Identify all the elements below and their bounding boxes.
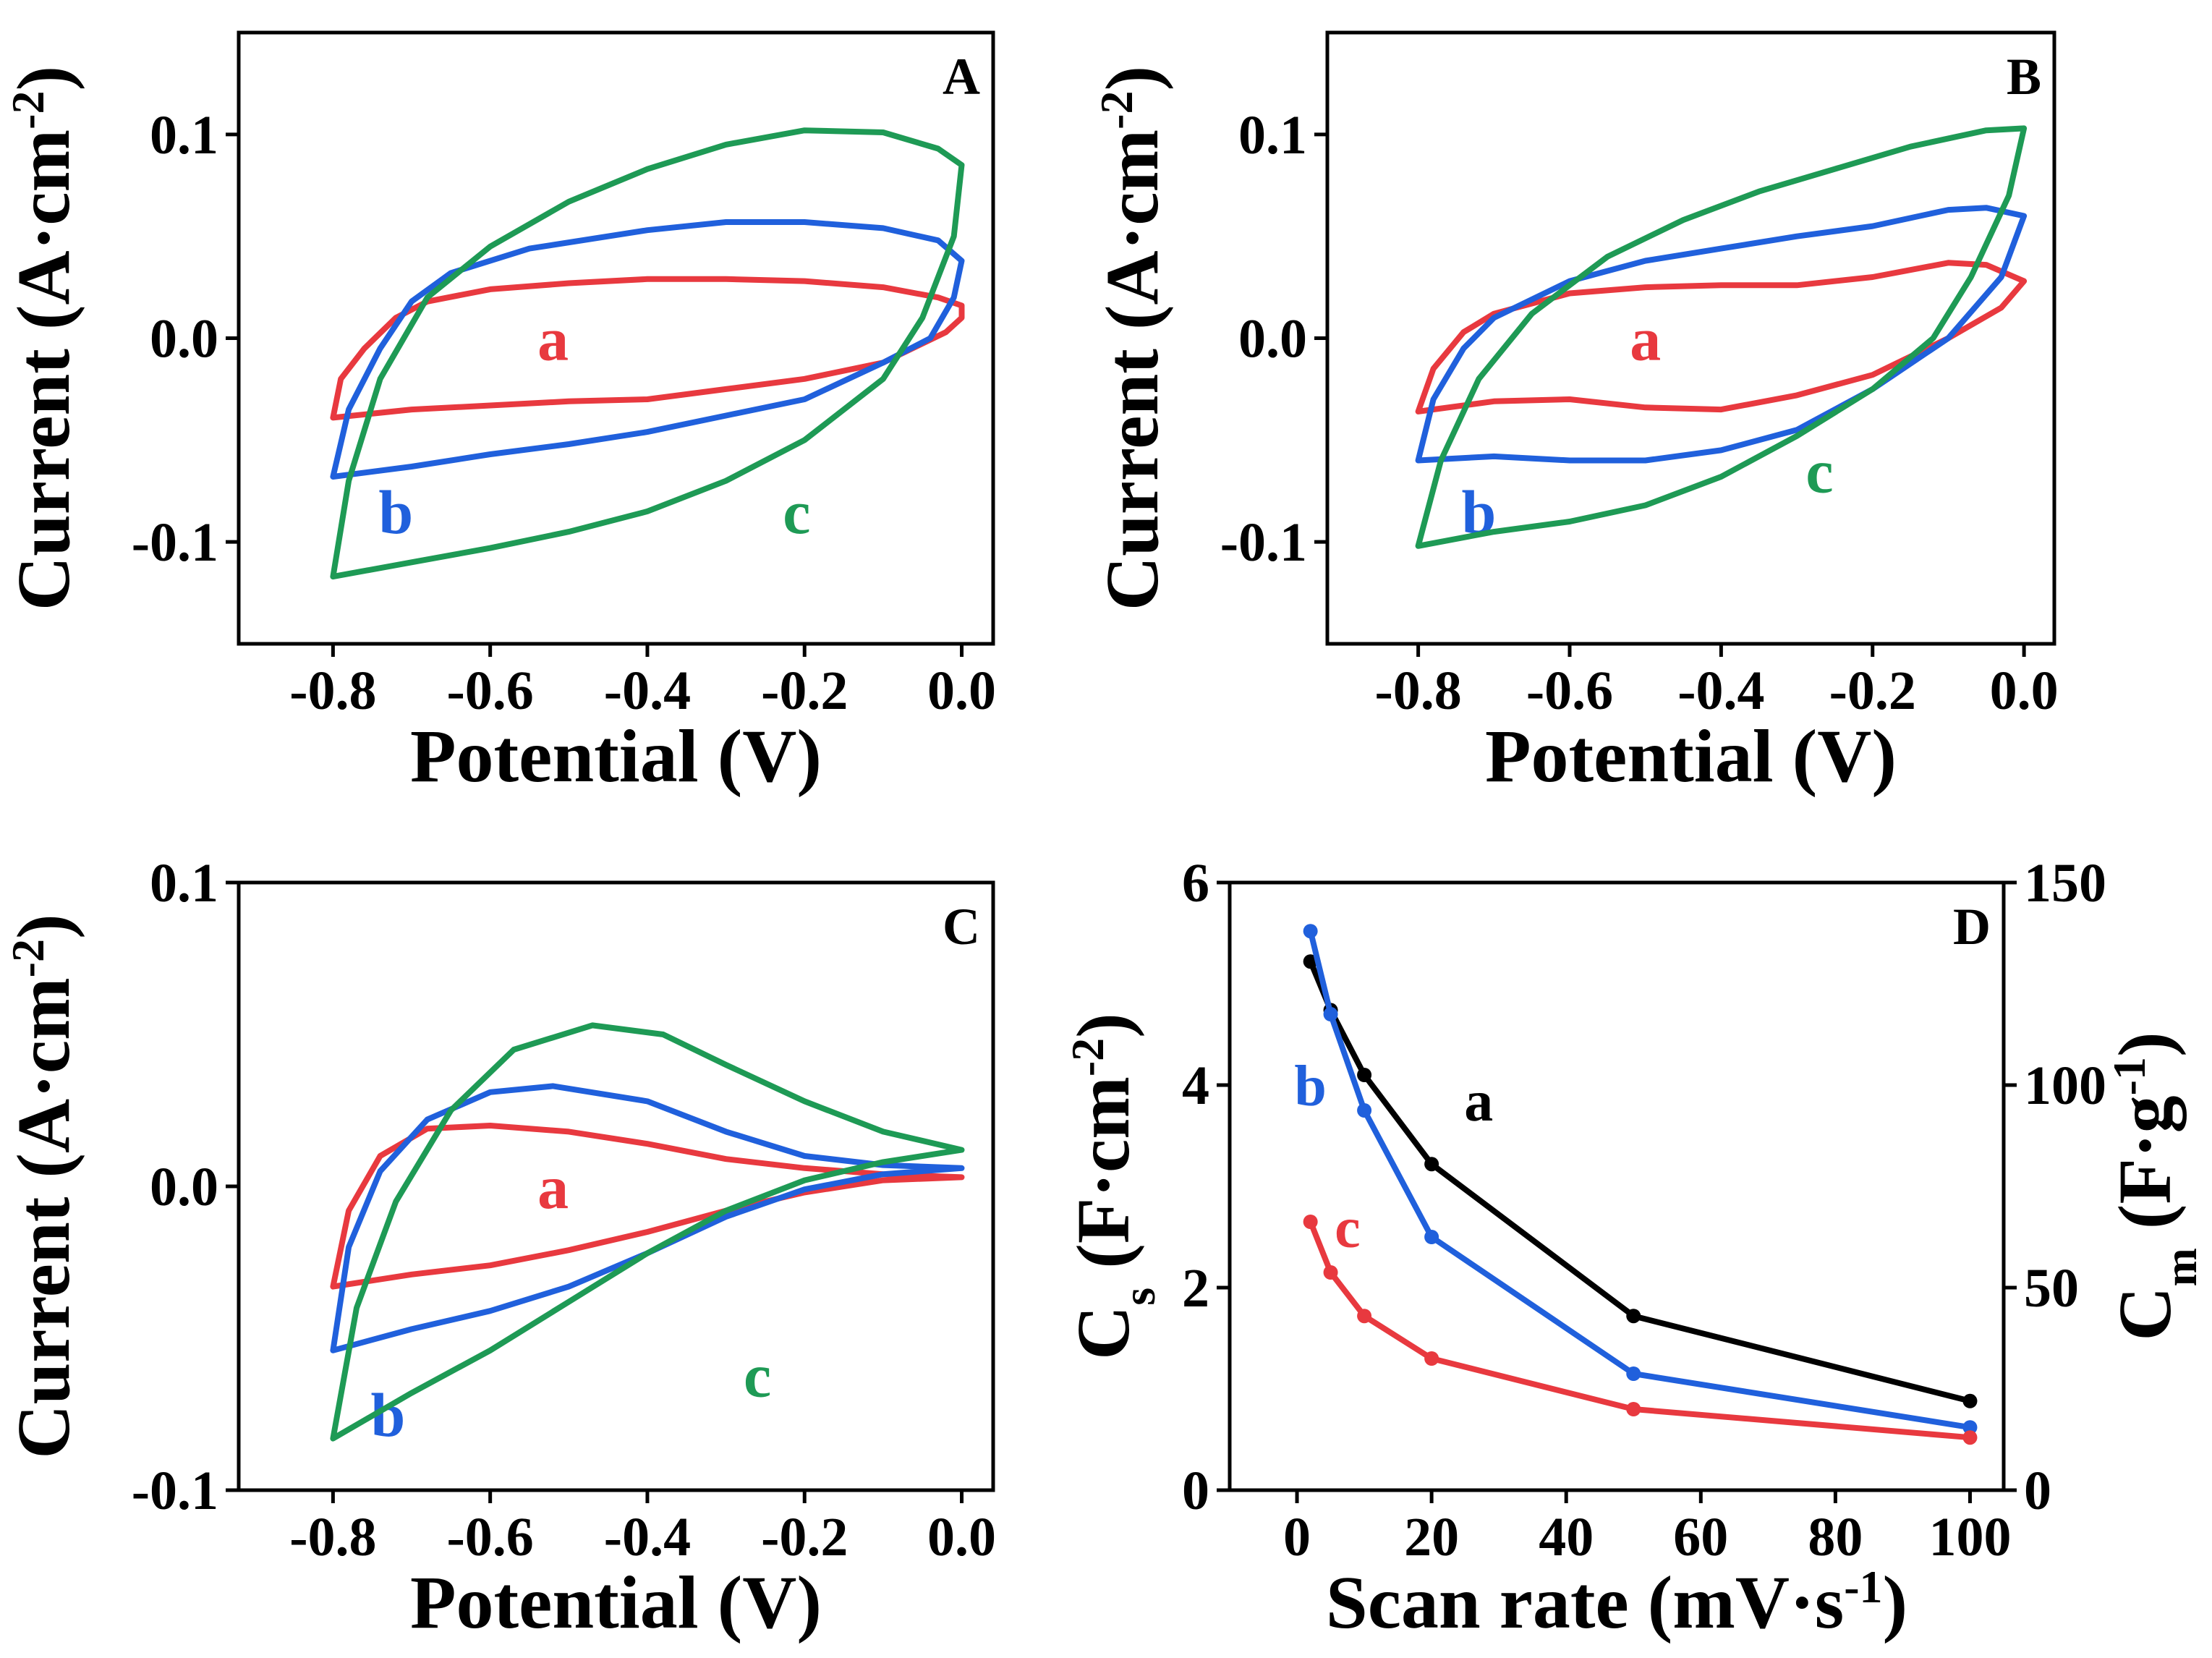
series-line-c — [1307, 1220, 1970, 1441]
panel-letter: A — [943, 48, 980, 106]
x-tick-label: -0.8 — [289, 1507, 376, 1568]
x-axis-label: Potential (V) — [410, 715, 822, 798]
x-tick-label: -0.6 — [1526, 660, 1613, 721]
x-tick-label: -0.6 — [447, 660, 534, 721]
panel-a: -0.8 -0.6 -0.4 -0.2 0.0 -0.1 0.0 0.1 A Potential … — [2, 30, 996, 798]
plot-frame — [237, 880, 995, 1492]
panel-c: -0.8 -0.6 -0.4 -0.2 0.0 -0.1 0.0 0.1 C Potential … — [2, 853, 997, 1644]
x-axis-label: Potential (V) — [1485, 715, 1897, 798]
data-point-b — [1962, 1420, 1978, 1435]
y-axis-label-left: Cs (F·cm-2) — [1062, 1013, 1165, 1360]
x-tick-label: -0.8 — [1374, 660, 1461, 721]
x-tick-label: 80 — [1808, 1507, 1863, 1568]
x-tick-label: -0.8 — [289, 660, 376, 721]
data-point-c — [1962, 1430, 1978, 1445]
y-axis-label: Current (A·cm-2) — [1091, 66, 1175, 611]
panel-b: -0.8 -0.6 -0.4 -0.2 0.0 -0.1 0.0 0.1 B Potential … — [1091, 30, 2059, 798]
y-right-tick-label: 50 — [2024, 1258, 2079, 1319]
curve-label-c: c — [1805, 437, 1833, 506]
data-point-b — [1357, 1103, 1372, 1118]
data-point-c — [1323, 1265, 1338, 1280]
x-tick-label: 100 — [1928, 1507, 2011, 1568]
data-point-b — [1323, 1007, 1338, 1021]
data-point-a — [1357, 1068, 1372, 1082]
curve-label-a: a — [537, 305, 569, 374]
x-axis-label: Potential (V) — [410, 1561, 822, 1644]
y-tick-label: -0.1 — [132, 1461, 218, 1521]
cv-curve-b — [1415, 205, 2028, 464]
y-axis-label: Current (A·cm-2) — [2, 914, 86, 1458]
x-tick-label: -0.6 — [447, 1507, 534, 1568]
x-tick-label: 60 — [1673, 1507, 1728, 1568]
data-point-a — [1962, 1393, 1978, 1408]
data-point-c — [1303, 1215, 1318, 1229]
y-tick-label: 0 — [1182, 1461, 1209, 1521]
cv-curve-c — [330, 127, 965, 580]
y-tick-label: 0.1 — [150, 853, 218, 914]
cv-curve-c — [1415, 125, 2028, 549]
x-tick-label: -0.4 — [604, 1507, 691, 1568]
curve-label-a: a — [537, 1152, 569, 1222]
y-right-tick-label: 100 — [2024, 1055, 2106, 1116]
data-point-a — [1626, 1309, 1641, 1324]
x-tick-label: -0.2 — [1829, 660, 1916, 721]
y-tick-label: 0.0 — [150, 1157, 218, 1217]
x-tick-label: 20 — [1404, 1507, 1459, 1568]
cv-curve-c — [330, 1022, 965, 1442]
panel-letter: C — [943, 898, 980, 956]
y-tick-label: 0.1 — [1238, 105, 1307, 166]
curve-label-a: a — [1630, 305, 1661, 374]
series-line-b — [1307, 930, 1971, 1431]
data-point-a — [1424, 1157, 1439, 1172]
y-tick-label: 0.0 — [150, 309, 218, 370]
y-right-tick-label: 0 — [2024, 1461, 2051, 1521]
y-axis-label-right: Cm (F·g-1) — [2103, 1032, 2206, 1340]
panel-letter: D — [1953, 898, 1991, 956]
series-label-a: a — [1464, 1070, 1493, 1134]
curve-label-c: c — [744, 1340, 771, 1410]
data-point-b — [1424, 1230, 1439, 1244]
cv-curve-a — [330, 276, 965, 421]
y-axis-label: Current (A·cm-2) — [2, 66, 86, 611]
y-right-tick-label: 150 — [2024, 853, 2106, 914]
data-point-c — [1424, 1351, 1439, 1366]
curve-label-c: c — [783, 477, 810, 547]
x-tick-label: 0.0 — [927, 1507, 996, 1568]
y-tick-label: 0.1 — [150, 105, 218, 166]
x-tick-label: 0.0 — [927, 660, 996, 721]
panel-letter: B — [2007, 48, 2041, 106]
x-tick-label: -0.2 — [761, 1507, 848, 1568]
y-tick-label: 0.0 — [1238, 309, 1307, 370]
y-tick-label: -0.1 — [1220, 512, 1307, 573]
series-label-b: b — [1294, 1055, 1327, 1118]
y-tick-label: 6 — [1182, 853, 1209, 914]
x-tick-label: -0.4 — [604, 660, 691, 721]
y-tick-label: 2 — [1182, 1258, 1209, 1319]
plot-frame — [1228, 880, 2006, 1492]
y-tick-label: 4 — [1182, 1055, 1209, 1116]
x-tick-label: 0 — [1283, 1507, 1311, 1568]
x-tick-label: -0.2 — [761, 660, 848, 721]
data-point-c — [1357, 1309, 1372, 1324]
curve-label-b: b — [378, 477, 413, 547]
y-tick-label: -0.1 — [132, 512, 218, 573]
data-point-b — [1303, 924, 1318, 939]
x-axis-label: Scan rate (mV·s-1) — [1326, 1561, 1907, 1645]
data-point-c — [1626, 1402, 1641, 1416]
x-tick-label: -0.4 — [1677, 660, 1764, 721]
x-tick-label: 0.0 — [1990, 660, 2059, 721]
plot-frame — [237, 30, 995, 646]
data-point-b — [1626, 1366, 1641, 1381]
cv-curve-b — [330, 219, 965, 480]
cv-curve-b — [330, 1083, 965, 1353]
series-line-a — [1308, 960, 1971, 1404]
series-label-c: c — [1335, 1196, 1361, 1260]
x-tick-label: 40 — [1539, 1507, 1594, 1568]
